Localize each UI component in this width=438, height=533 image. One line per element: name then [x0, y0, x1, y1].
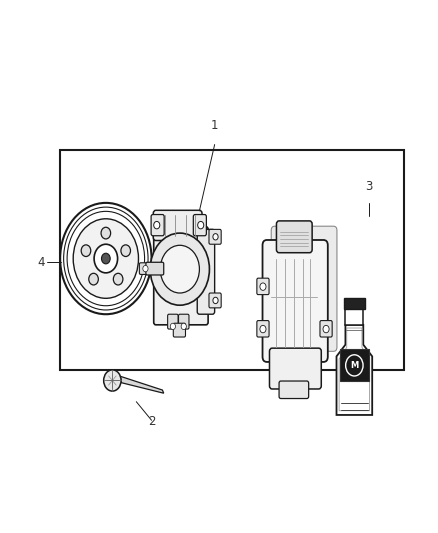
FancyBboxPatch shape — [193, 215, 206, 236]
FancyBboxPatch shape — [154, 227, 208, 325]
FancyBboxPatch shape — [197, 229, 215, 314]
FancyBboxPatch shape — [276, 221, 312, 253]
Bar — [340, 349, 369, 381]
Circle shape — [260, 325, 266, 333]
Circle shape — [143, 265, 148, 272]
Circle shape — [346, 355, 363, 376]
Circle shape — [150, 233, 209, 305]
Circle shape — [213, 233, 218, 240]
FancyBboxPatch shape — [262, 240, 328, 362]
FancyBboxPatch shape — [257, 278, 269, 295]
FancyBboxPatch shape — [209, 293, 221, 308]
Text: M: M — [350, 361, 358, 370]
Ellipse shape — [113, 273, 123, 285]
Circle shape — [198, 221, 204, 229]
Bar — [346, 309, 363, 325]
FancyBboxPatch shape — [151, 215, 164, 236]
FancyBboxPatch shape — [168, 314, 178, 329]
Circle shape — [60, 203, 152, 314]
Polygon shape — [336, 325, 372, 415]
FancyBboxPatch shape — [139, 263, 159, 274]
FancyBboxPatch shape — [153, 211, 202, 240]
FancyBboxPatch shape — [173, 323, 185, 337]
Circle shape — [102, 253, 110, 264]
Polygon shape — [120, 376, 164, 393]
Text: 3: 3 — [365, 180, 373, 193]
FancyBboxPatch shape — [257, 320, 269, 337]
Bar — [60, 150, 404, 370]
FancyBboxPatch shape — [271, 226, 337, 351]
FancyBboxPatch shape — [146, 262, 164, 275]
Ellipse shape — [121, 245, 131, 256]
Circle shape — [104, 370, 121, 391]
Ellipse shape — [101, 227, 111, 239]
Circle shape — [260, 283, 266, 290]
FancyBboxPatch shape — [179, 314, 189, 329]
Circle shape — [213, 297, 218, 304]
Circle shape — [181, 323, 186, 329]
Text: 1: 1 — [211, 119, 219, 132]
Bar — [344, 298, 365, 309]
Circle shape — [160, 245, 199, 293]
Circle shape — [73, 219, 138, 298]
Ellipse shape — [81, 245, 91, 256]
FancyBboxPatch shape — [209, 229, 221, 244]
Text: 2: 2 — [148, 415, 155, 428]
Ellipse shape — [89, 273, 99, 285]
Circle shape — [94, 244, 117, 273]
FancyBboxPatch shape — [320, 320, 332, 337]
FancyBboxPatch shape — [279, 381, 309, 399]
FancyBboxPatch shape — [269, 348, 321, 389]
Circle shape — [323, 325, 329, 333]
Circle shape — [170, 323, 176, 329]
Text: 4: 4 — [37, 256, 45, 269]
Circle shape — [154, 221, 160, 229]
